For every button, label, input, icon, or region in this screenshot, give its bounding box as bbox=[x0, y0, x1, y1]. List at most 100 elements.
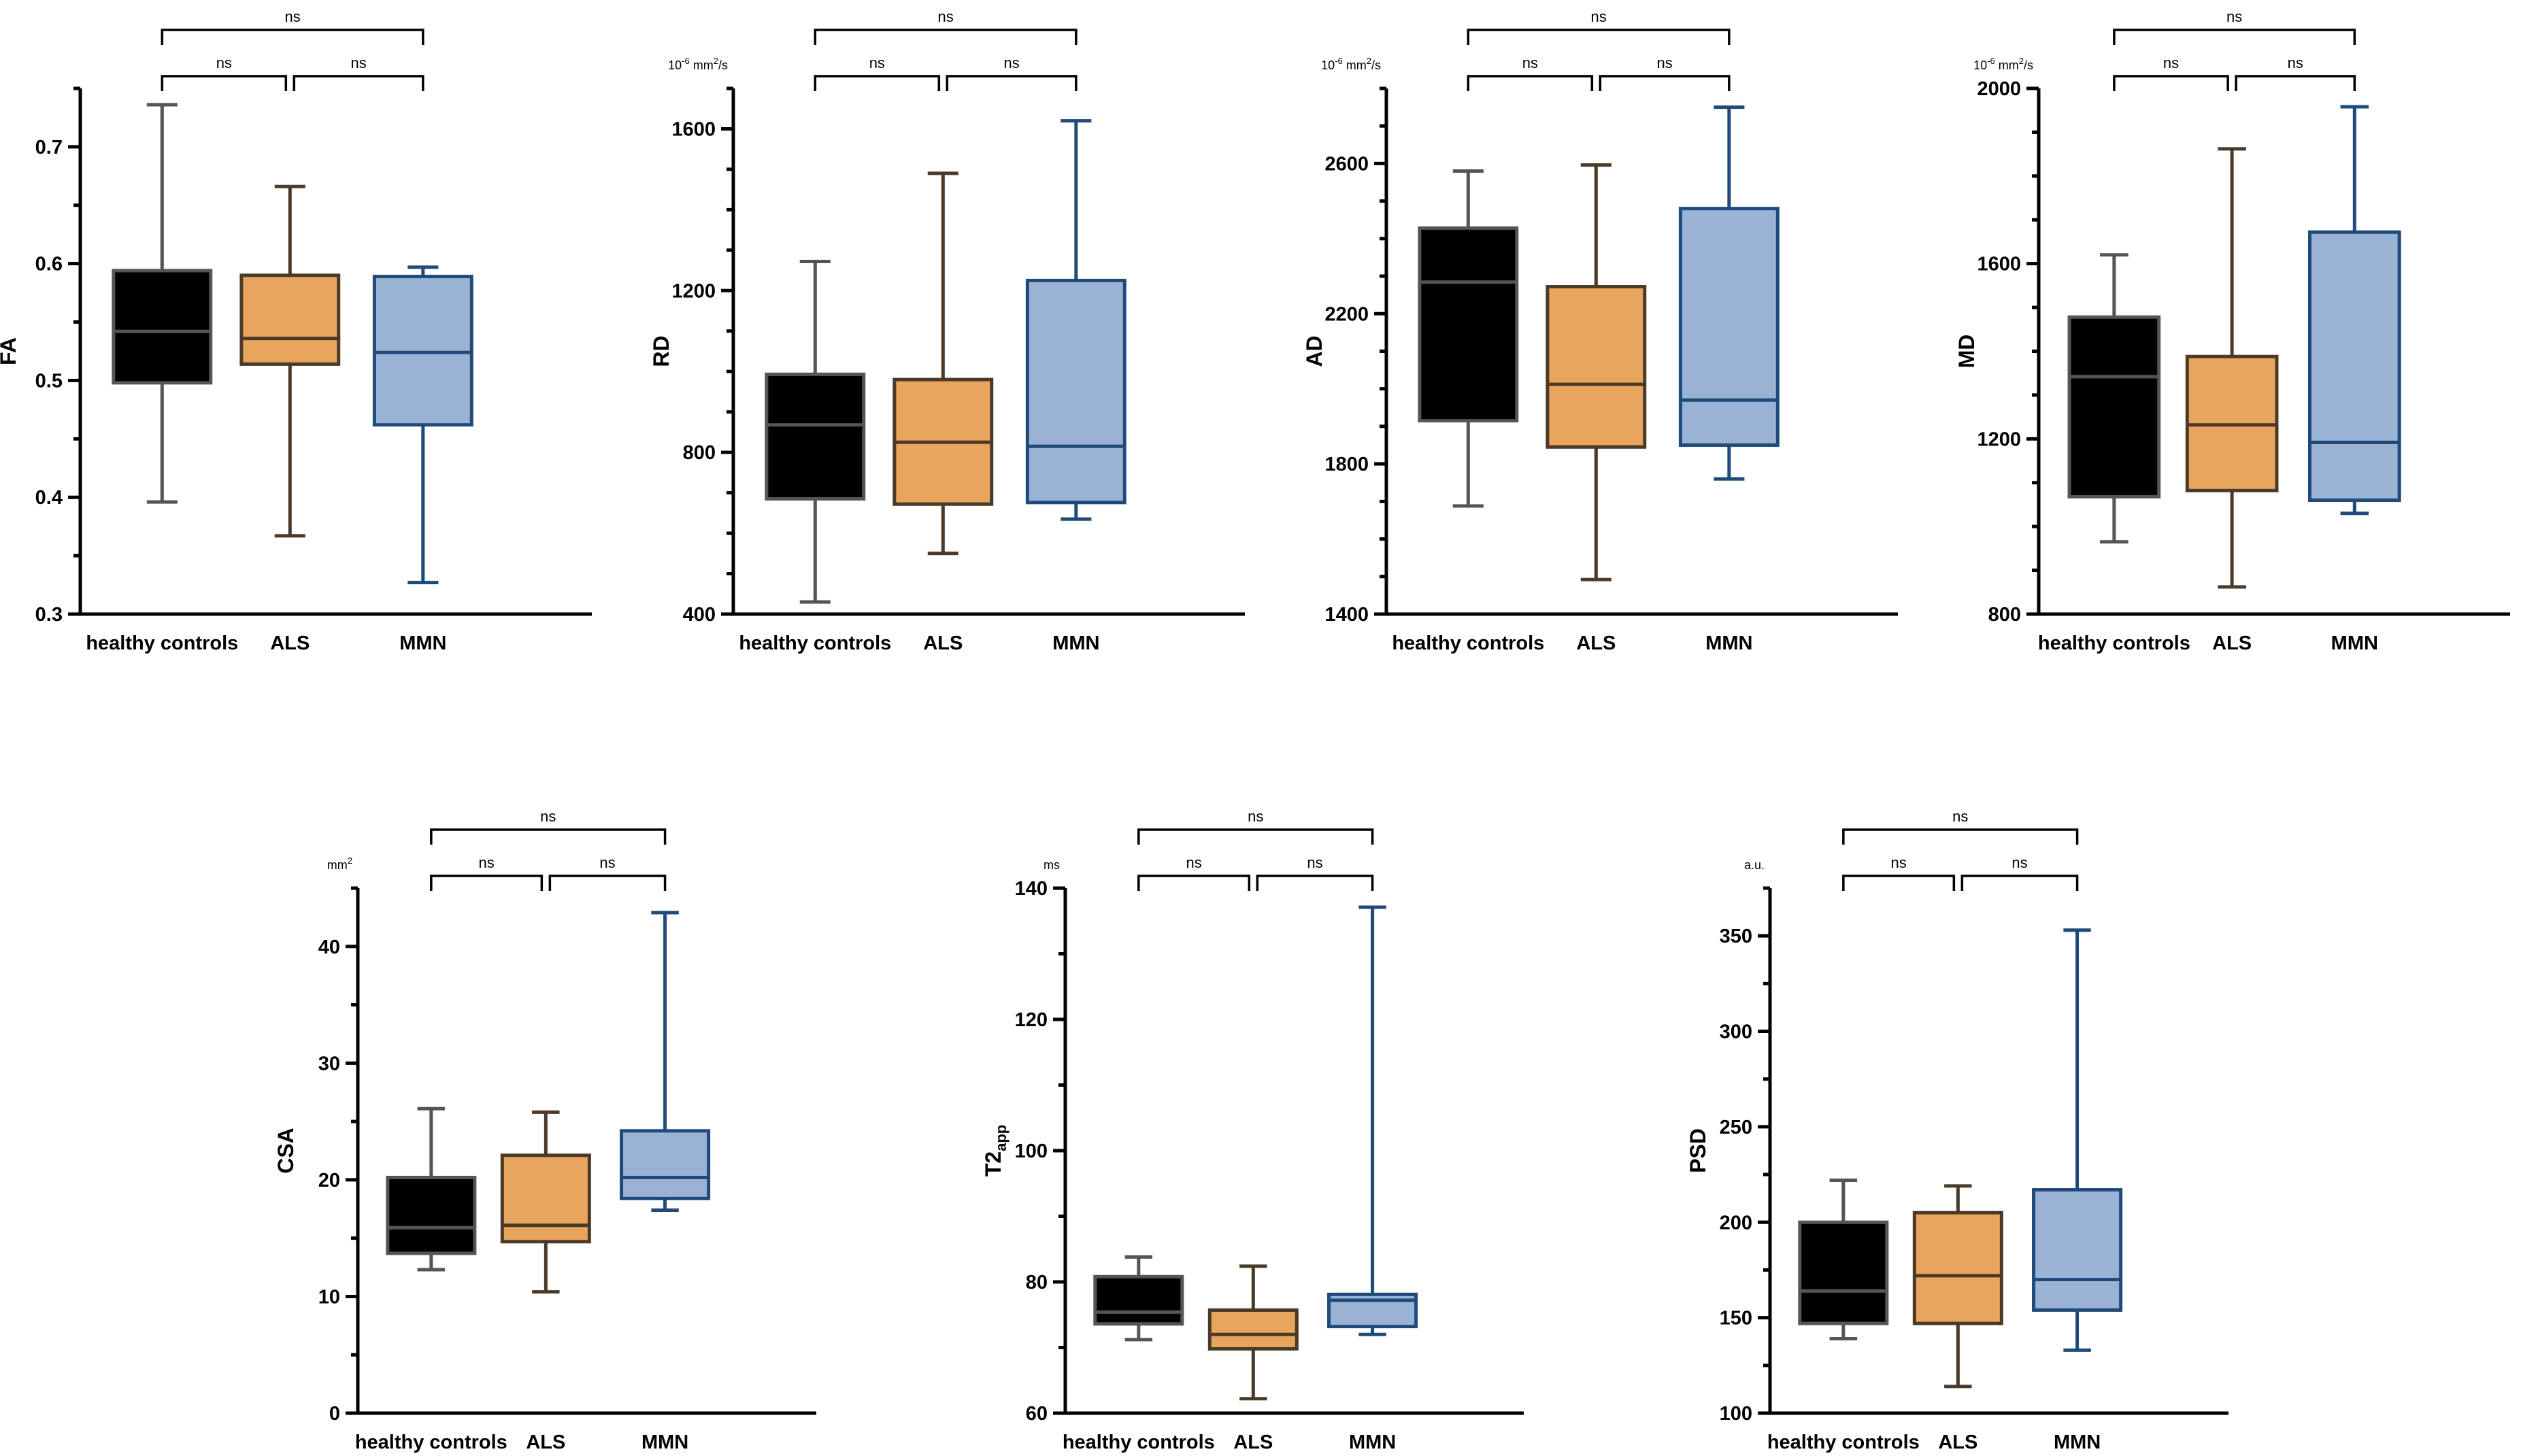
x-category-label: healthy controls bbox=[2038, 632, 2190, 654]
iqr-box bbox=[1678, 207, 1780, 447]
iqr-box bbox=[372, 275, 473, 427]
y-tick-label: 1600 bbox=[1977, 254, 2021, 275]
x-category-label: ALS bbox=[1576, 632, 1616, 654]
panel-fa: 0.3 0.4 0.5 0.6 0.7 FA healthy controls ALS MMN n… bbox=[0, 8, 592, 654]
significance-label: ns bbox=[2226, 8, 2242, 25]
significance-bracket bbox=[946, 75, 1078, 91]
x-category-label: healthy controls bbox=[355, 1432, 507, 1453]
y-tick-label: 1200 bbox=[1977, 428, 2021, 450]
y-tick-label: 800 bbox=[1988, 604, 2021, 626]
significance-bracket bbox=[1842, 828, 2079, 845]
box-als bbox=[500, 1110, 591, 1294]
box-mmn bbox=[2032, 928, 2123, 1352]
iqr-box bbox=[1798, 1220, 1889, 1325]
iqr-box bbox=[2032, 1188, 2123, 1312]
y-tick-label: 0.3 bbox=[35, 604, 63, 626]
box-als bbox=[239, 184, 341, 538]
y-tick-label: 250 bbox=[1720, 1117, 1752, 1138]
significance-label: ns bbox=[599, 854, 615, 871]
unit-label: a.u. bbox=[1744, 858, 1765, 872]
iqr-box bbox=[1418, 226, 1519, 423]
x-category-label: healthy controls bbox=[1767, 1432, 1920, 1453]
panel-csa: 0 10 20 30 40 CSA mm2 healthy controls ALS MMN ns n… bbox=[273, 808, 816, 1453]
iqr-box bbox=[2307, 230, 2401, 503]
significance-label: ns bbox=[2288, 54, 2303, 71]
significance-label: ns bbox=[2011, 854, 2027, 871]
significance-label: ns bbox=[216, 54, 232, 71]
x-category-label: ALS bbox=[923, 632, 963, 654]
iqr-box bbox=[1912, 1210, 2003, 1325]
significance-label: ns bbox=[2163, 54, 2179, 71]
y-tick-label: 200 bbox=[1720, 1212, 1752, 1234]
x-category-label: healthy controls bbox=[739, 632, 891, 654]
significance-bracket bbox=[430, 828, 667, 845]
iqr-box bbox=[500, 1153, 591, 1244]
significance-bracket bbox=[2113, 29, 2356, 45]
unit-label: ms bbox=[1044, 858, 1060, 872]
significance-label: ns bbox=[869, 54, 885, 71]
box-mmn bbox=[2307, 105, 2401, 515]
significance-bracket bbox=[814, 75, 941, 91]
y-axis-label: AD bbox=[1302, 335, 1326, 367]
panel-md: 800 1200 1600 2000 MD 10-6 mm2/s healthy contr… bbox=[1954, 8, 2510, 654]
y-tick-label: 300 bbox=[1720, 1021, 1752, 1043]
x-category-label: MMN bbox=[1052, 632, 1099, 654]
x-category-label: ALS bbox=[2212, 632, 2252, 654]
x-category-label: ALS bbox=[270, 632, 310, 654]
x-category-label: MMN bbox=[2331, 632, 2378, 654]
y-tick-label: 100 bbox=[1720, 1403, 1752, 1425]
box-als bbox=[892, 171, 994, 556]
box-healthy-controls bbox=[1418, 169, 1519, 508]
x-category-label: MMN bbox=[641, 1432, 688, 1453]
significance-label: ns bbox=[1590, 8, 1606, 25]
significance-label: ns bbox=[540, 808, 556, 825]
y-tick-label: 120 bbox=[1015, 1009, 1048, 1031]
significance-bracket bbox=[1137, 828, 1374, 845]
y-tick-label: 10 bbox=[318, 1286, 340, 1308]
significance-bracket bbox=[430, 875, 544, 891]
y-tick-label: 30 bbox=[318, 1053, 340, 1074]
box-healthy-controls bbox=[2067, 253, 2161, 544]
y-tick-label: 1600 bbox=[671, 118, 716, 140]
box-mmn bbox=[372, 265, 473, 585]
y-tick-label: 0.6 bbox=[35, 254, 63, 275]
y-tick-label: 0.7 bbox=[35, 137, 63, 158]
box-mmn bbox=[620, 911, 711, 1212]
y-tick-label: 20 bbox=[318, 1170, 340, 1191]
x-category-label: MMN bbox=[399, 632, 446, 654]
y-tick-label: 0.4 bbox=[35, 487, 63, 509]
iqr-box bbox=[239, 273, 341, 366]
x-category-label: ALS bbox=[1233, 1432, 1273, 1453]
significance-label: ns bbox=[1890, 854, 1906, 871]
y-tick-label: 40 bbox=[318, 936, 340, 958]
unit-label: 10-6 mm2/s bbox=[1321, 56, 1381, 72]
x-category-label: MMN bbox=[2054, 1432, 2101, 1453]
y-tick-label: 0.5 bbox=[35, 370, 63, 392]
iqr-box bbox=[1546, 285, 1647, 449]
iqr-box bbox=[2067, 315, 2161, 498]
significance-label: ns bbox=[1952, 808, 1968, 825]
box-mmn bbox=[1327, 905, 1418, 1336]
iqr-box bbox=[765, 372, 866, 501]
y-axis-label: RD bbox=[649, 335, 673, 367]
significance-bracket bbox=[1960, 875, 2079, 891]
box-healthy-controls bbox=[1093, 1255, 1184, 1342]
y-tick-label: 1800 bbox=[1324, 454, 1369, 475]
panel-t2: 60 80 100 120 140 T2app ms healthy controls ALS M… bbox=[981, 808, 1524, 1453]
y-tick-label: 2000 bbox=[1977, 78, 2021, 100]
significance-label: ns bbox=[350, 54, 366, 71]
y-tick-label: 2600 bbox=[1324, 153, 1369, 175]
y-axis-label: MD bbox=[1954, 335, 1979, 369]
box-healthy-controls bbox=[386, 1106, 477, 1272]
y-axis-label: PSD bbox=[1686, 1128, 1710, 1173]
significance-label: ns bbox=[284, 8, 300, 25]
box-healthy-controls bbox=[1798, 1179, 1889, 1341]
panel-psd: 100 150 200 250 300 350 PSD a.u. healthy control… bbox=[1686, 808, 2228, 1453]
significance-label: ns bbox=[1656, 54, 1672, 71]
significance-bracket bbox=[2113, 75, 2229, 91]
significance-bracket bbox=[814, 29, 1078, 45]
significance-label: ns bbox=[1522, 54, 1538, 71]
y-tick-label: 80 bbox=[1026, 1272, 1048, 1293]
y-tick-label: 800 bbox=[683, 442, 716, 464]
